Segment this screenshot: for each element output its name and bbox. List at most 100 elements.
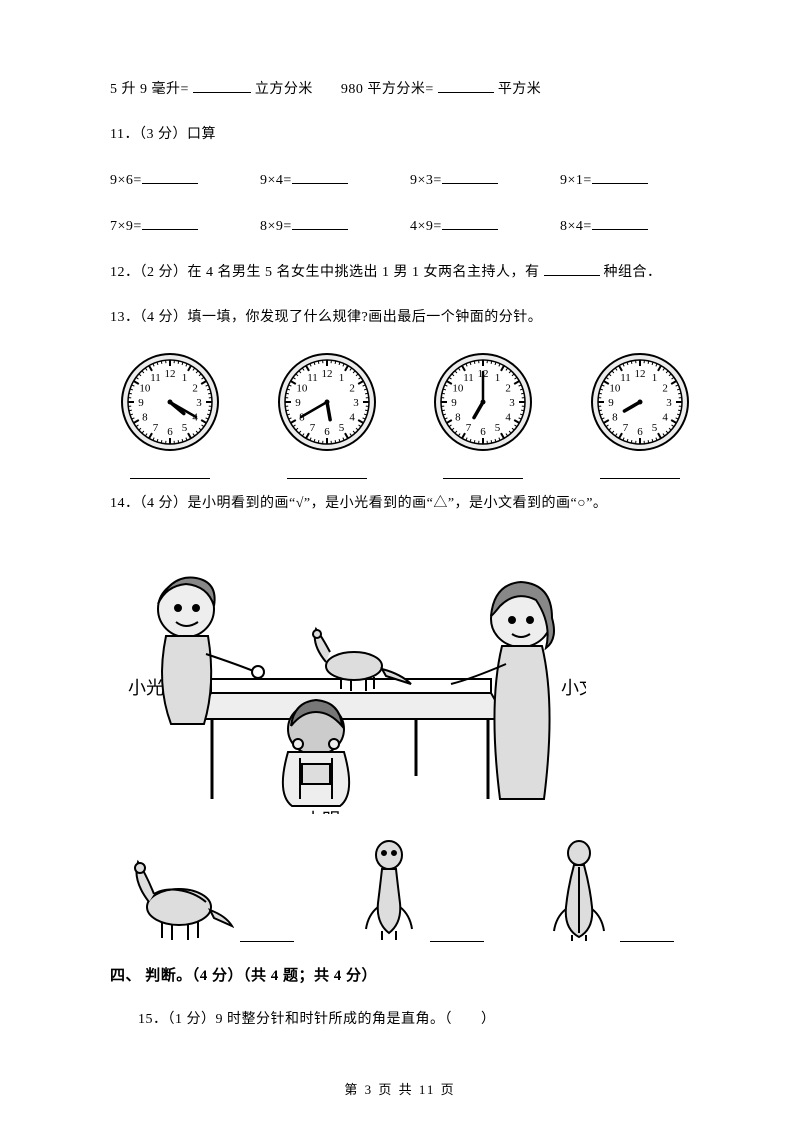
svg-text:7: 7: [153, 422, 159, 434]
dino-blank-2[interactable]: [430, 927, 484, 942]
q11-r2c2: 8×9=: [260, 219, 292, 234]
scene-label-right: 小文: [561, 678, 586, 698]
dino-row: [124, 837, 700, 942]
section-4-heading: 四、 判断。（4 分）（共 4 题；共 4 分）: [110, 964, 700, 985]
q12-b: 种组合．: [604, 265, 662, 280]
q11-r1b3[interactable]: [442, 169, 498, 184]
svg-text:1: 1: [652, 372, 658, 384]
svg-text:5: 5: [182, 422, 188, 434]
q14-label: 14．（4 分）是小明看到的画“√”，是小光看到的画“△”，是小文看到的画“○”…: [110, 493, 700, 514]
clock-2: 123456789101112: [267, 352, 387, 479]
q11-r1b1[interactable]: [142, 169, 198, 184]
q11-r2c3: 4×9=: [410, 219, 442, 234]
svg-text:6: 6: [324, 426, 330, 438]
svg-text:4: 4: [349, 412, 355, 424]
svg-text:5: 5: [338, 422, 344, 434]
q10-p2a: 980 平方分米=: [341, 82, 434, 97]
q11-row2: 7×9= 8×9= 4×9= 8×4=: [110, 215, 700, 237]
q10-blank2[interactable]: [438, 78, 494, 93]
q13-label: 13．（4 分）填一填，你发现了什么规律?画出最后一个钟面的分针。: [110, 307, 700, 328]
svg-text:11: 11: [150, 372, 161, 384]
svg-text:8: 8: [455, 412, 461, 424]
scene-label-front: 小明: [304, 810, 340, 814]
q11-r2b1[interactable]: [142, 215, 198, 230]
dino-back-icon: [544, 837, 614, 942]
svg-text:9: 9: [608, 397, 614, 409]
q10-line: 5 升 9 毫升= 立方分米 980 平方分米= 平方米: [110, 78, 700, 100]
q11-r1b2[interactable]: [292, 169, 348, 184]
q11-r2b4[interactable]: [592, 215, 648, 230]
svg-text:7: 7: [309, 422, 315, 434]
svg-text:4: 4: [662, 412, 668, 424]
q10-p2b: 平方米: [498, 82, 542, 97]
svg-text:1: 1: [182, 372, 188, 384]
q11-row1: 9×6= 9×4= 9×3= 9×1=: [110, 169, 700, 191]
q15-line: 15．（1 分）9 时整分针和时针所成的角是直角。（ ）: [138, 1009, 700, 1030]
clock-1: 123456789101112: [110, 352, 230, 479]
q12-blank[interactable]: [544, 261, 600, 276]
q12-a: 12．（2 分）在 4 名男生 5 名女生中挑选出 1 男 1 女两名主持人，有: [110, 265, 540, 280]
clock-blank-4[interactable]: [600, 464, 680, 479]
svg-text:3: 3: [196, 397, 202, 409]
svg-text:11: 11: [620, 372, 631, 384]
svg-text:1: 1: [495, 372, 501, 384]
q11-r2c4: 8×4=: [560, 219, 592, 234]
svg-text:5: 5: [652, 422, 658, 434]
q11-r1c4: 9×1=: [560, 173, 592, 188]
svg-text:9: 9: [138, 397, 144, 409]
svg-text:8: 8: [142, 412, 148, 424]
svg-text:12: 12: [634, 368, 645, 380]
svg-text:11: 11: [307, 372, 318, 384]
svg-text:2: 2: [192, 383, 198, 395]
svg-text:6: 6: [481, 426, 487, 438]
clock-blank-1[interactable]: [130, 464, 210, 479]
svg-text:12: 12: [321, 368, 332, 380]
svg-text:10: 10: [609, 383, 621, 395]
q11-r2b2[interactable]: [292, 215, 348, 230]
dino-blank-1[interactable]: [240, 927, 294, 942]
svg-text:2: 2: [506, 383, 512, 395]
svg-text:3: 3: [666, 397, 672, 409]
q11-r2b3[interactable]: [442, 215, 498, 230]
svg-text:10: 10: [139, 383, 151, 395]
svg-text:9: 9: [452, 397, 458, 409]
q11-r1b4[interactable]: [592, 169, 648, 184]
q10-p1b: 立方分米: [255, 82, 313, 97]
svg-text:1: 1: [338, 372, 344, 384]
svg-text:12: 12: [165, 368, 176, 380]
svg-text:2: 2: [662, 383, 668, 395]
svg-text:7: 7: [466, 422, 472, 434]
svg-text:- -: - -: [388, 811, 399, 814]
q11-r2c1: 7×9=: [110, 219, 142, 234]
page-footer: 第 3 页 共 11 页: [0, 1079, 800, 1098]
svg-text:4: 4: [506, 412, 512, 424]
scene-illustration: 小光 小文 小明 - -: [116, 544, 586, 814]
svg-text:11: 11: [464, 372, 475, 384]
q11-r1c3: 9×3=: [410, 173, 442, 188]
q10-p1a: 5 升 9 毫升=: [110, 82, 189, 97]
dino-blank-3[interactable]: [620, 927, 674, 942]
svg-text:7: 7: [623, 422, 629, 434]
dino-side-icon: [124, 852, 234, 942]
q11-r1c2: 9×4=: [260, 173, 292, 188]
clock-3: 123456789101112: [423, 352, 543, 479]
scene-label-left: 小光: [128, 678, 164, 698]
clock-4: 123456789101112: [580, 352, 700, 479]
clock-blank-2[interactable]: [287, 464, 367, 479]
svg-text:9: 9: [295, 397, 301, 409]
svg-text:3: 3: [510, 397, 516, 409]
svg-text:2: 2: [349, 383, 355, 395]
svg-text:5: 5: [495, 422, 501, 434]
clock-blank-3[interactable]: [443, 464, 523, 479]
svg-text:10: 10: [453, 383, 465, 395]
q11-r1c1: 9×6=: [110, 173, 142, 188]
svg-text:10: 10: [296, 383, 308, 395]
clocks-row: 1234567891011121234567891011121234567891…: [110, 352, 700, 479]
q10-blank1[interactable]: [193, 78, 251, 93]
svg-text:3: 3: [353, 397, 359, 409]
svg-text:6: 6: [637, 426, 643, 438]
q11-label: 11．（3 分）口算: [110, 124, 700, 145]
svg-text:8: 8: [612, 412, 618, 424]
svg-text:6: 6: [167, 426, 173, 438]
dino-front-icon: [354, 837, 424, 942]
